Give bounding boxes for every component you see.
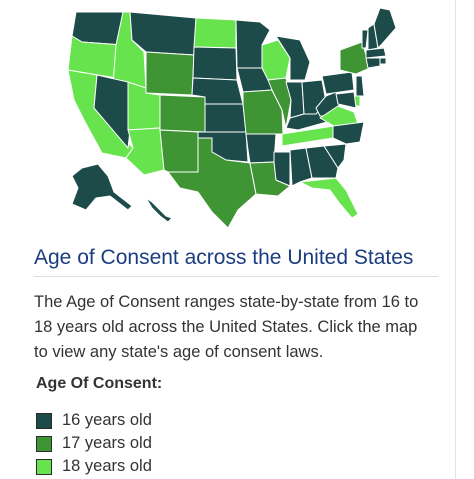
map-title: Age of Consent across the United States: [34, 246, 414, 269]
page-edge-divider: [455, 0, 456, 479]
title-divider: [34, 276, 438, 277]
legend-swatch-18: [36, 458, 52, 475]
state-va[interactable]: [319, 105, 359, 127]
legend-label-18: 18 years old: [62, 457, 152, 475]
state-ak[interactable]: [71, 163, 133, 211]
state-nj[interactable]: [355, 75, 365, 97]
state-al[interactable]: [289, 147, 313, 187]
state-nc[interactable]: [332, 121, 365, 145]
us-map-svg[interactable]: [0, 0, 474, 230]
state-wy[interactable]: [145, 51, 195, 96]
state-nm[interactable]: [159, 129, 199, 173]
legend-item-16: 16 years old: [36, 409, 152, 432]
state-ks[interactable]: [204, 103, 247, 133]
state-sc[interactable]: [323, 143, 347, 169]
state-co[interactable]: [159, 94, 206, 133]
state-ma[interactable]: [365, 47, 387, 59]
legend: 16 years old 17 years old 18 years old: [36, 409, 152, 478]
state-tx[interactable]: [167, 137, 257, 229]
legend-item-18: 18 years old: [36, 455, 152, 478]
state-mi[interactable]: [275, 35, 311, 81]
state-md[interactable]: [335, 91, 357, 109]
legend-item-17: 17 years old: [36, 432, 152, 455]
state-vt[interactable]: [361, 29, 369, 49]
state-sd[interactable]: [192, 46, 238, 81]
legend-label-16: 16 years old: [62, 411, 152, 429]
state-pa[interactable]: [321, 71, 355, 95]
state-nd[interactable]: [193, 17, 237, 49]
state-ny[interactable]: [339, 41, 371, 75]
state-ga[interactable]: [305, 145, 339, 179]
map-description: The Age of Consent ranges state-by-state…: [34, 293, 419, 361]
state-ms[interactable]: [273, 151, 291, 187]
legend-swatch-16: [36, 412, 52, 429]
legend-title: Age Of Consent:: [36, 375, 163, 392]
state-me[interactable]: [373, 7, 397, 49]
state-ar[interactable]: [245, 133, 277, 164]
state-hi[interactable]: [145, 197, 173, 223]
state-fl[interactable]: [299, 177, 359, 219]
state-ri[interactable]: [379, 57, 387, 65]
us-map[interactable]: [0, 0, 474, 230]
state-az[interactable]: [125, 127, 165, 176]
legend-label-17: 17 years old: [62, 434, 152, 452]
state-ct[interactable]: [365, 57, 381, 69]
legend-swatch-17: [36, 435, 52, 452]
